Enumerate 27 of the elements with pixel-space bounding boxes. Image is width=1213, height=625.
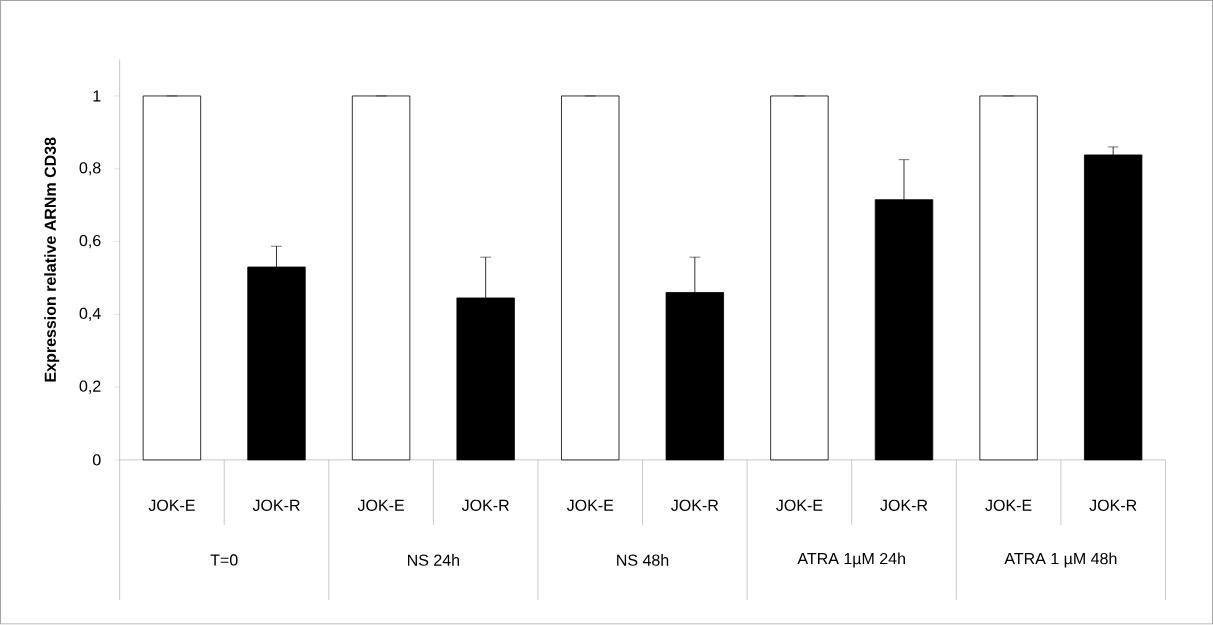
y-tick-label: 0,4 xyxy=(79,307,101,322)
x-tick-label: JOK-E xyxy=(148,499,195,512)
y-tick-label: 0,2 xyxy=(79,380,101,394)
text: NS 24h xyxy=(407,554,460,567)
x-tick-label: JOK-R xyxy=(1089,499,1137,512)
x-tick-label: JOK-E xyxy=(566,499,614,512)
y-tick-label: 0,6 xyxy=(79,235,101,249)
x-tick-label: JOK-R xyxy=(461,499,509,512)
y-tick-label: 0 xyxy=(92,454,101,466)
text: ATRA 1µM 24h xyxy=(797,552,905,568)
x-tick-label: JOK-R xyxy=(671,499,719,512)
x-tick-label: JOK-E xyxy=(985,499,1032,512)
y-tick-label: 1 xyxy=(93,90,101,102)
bar xyxy=(561,95,620,461)
bar xyxy=(142,95,202,461)
x-tick-label: JOK-R xyxy=(252,499,300,512)
bar xyxy=(979,95,1038,461)
y-axis-title: Expression relative ARNm CD38 xyxy=(44,137,60,382)
x-tick-label: JOK-E xyxy=(357,499,404,512)
x-tick-label: JOK-E xyxy=(776,499,823,512)
text: NS 48h xyxy=(617,554,669,567)
bar xyxy=(770,95,829,461)
text: T=0 xyxy=(210,554,238,566)
x-tick-label: JOK-R xyxy=(880,499,928,512)
y-tick-label: 0,8 xyxy=(79,162,101,176)
text: ATRA 1 µM 48h xyxy=(1004,552,1117,568)
bar xyxy=(351,95,411,461)
